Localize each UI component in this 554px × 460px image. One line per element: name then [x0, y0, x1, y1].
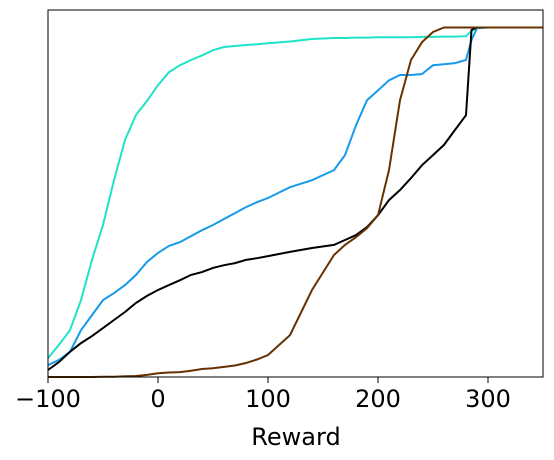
plot-frame — [47, 9, 544, 378]
x-tick-label: 100 — [245, 385, 291, 413]
x-tick-label: 300 — [465, 385, 511, 413]
x-tick-label: 200 — [355, 385, 401, 413]
series-line — [47, 26, 543, 359]
x-tick-label: −100 — [15, 385, 81, 413]
x-axis-label: Reward — [251, 423, 340, 451]
series-line — [47, 26, 543, 371]
series-line — [47, 26, 543, 367]
x-tick-label: 0 — [150, 385, 165, 413]
